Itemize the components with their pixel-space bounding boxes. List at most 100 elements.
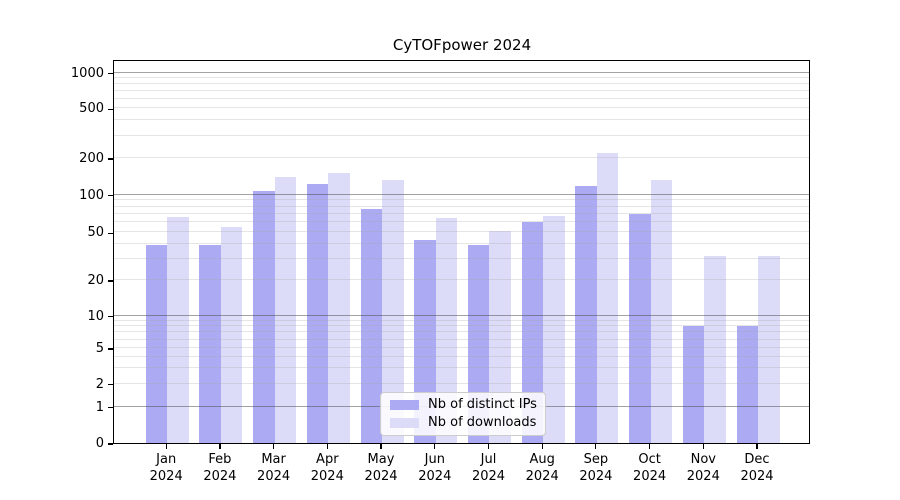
bar-downloads-feb [220,227,243,443]
y-tick-label-0: 0 [95,436,104,451]
x-tick-jan [165,444,167,449]
minor-gridline-300 [114,135,809,136]
bar-ips-apr [306,184,329,443]
bar-downloads-jul [489,231,511,443]
x-tick-label-mar: Mar 2024 [243,451,305,485]
x-tick-jul [487,444,490,449]
x-tick-oct [648,444,651,449]
bar-ips-sep [575,186,597,443]
minor-gridline-3 [114,366,809,368]
minor-gridline-400 [114,119,809,121]
bar-downloads-jan [167,217,189,443]
y-tick-0 [108,443,113,445]
x-label-year-mar: 2024 [257,469,291,484]
legend-item-distinct-ips: Nb of distinct IPs [381,398,545,412]
minor-gridline-800 [114,83,809,84]
minor-gridline-30 [114,257,809,259]
minor-gridline-8 [114,325,809,327]
x-tick-label-oct: Oct 2024 [619,451,681,485]
x-label-year-oct: 2024 [633,469,667,484]
x-label-month-aug: Aug [529,452,555,467]
x-label-year-jul: 2024 [471,469,506,484]
bar-downloads-aug [543,216,565,443]
legend-swatch-distinct-ips [390,400,419,410]
bar-downloads-apr [328,173,350,443]
bar-ips-nov [682,326,705,443]
minor-gridline-80 [114,205,809,207]
y-tick-20 [108,280,113,282]
bar-downloads-jun [435,218,458,443]
plot-area [113,60,810,444]
y-tick-label-500: 500 [79,101,104,117]
x-tick-mar [273,444,275,449]
x-tick-sep [595,444,597,449]
minor-gridline-90 [114,199,809,201]
minor-gridline-70 [114,213,809,214]
x-label-year-jan: 2024 [149,469,183,484]
bar-ips-mar [253,190,275,443]
x-tick-label-aug: Aug 2024 [511,451,573,485]
x-tick-aug [541,444,543,449]
minor-gridline-20 [114,279,809,280]
legend-label-distinct-ips: Nb of distinct IPs [428,397,537,412]
y-tick-label-20: 20 [87,273,104,288]
x-tick-label-sep: Sep 2024 [565,451,627,485]
legend-label-downloads: Nb of downloads [428,415,537,430]
bar-downloads-mar [274,177,297,443]
x-tick-label-jan: Jan 2024 [135,451,197,485]
minor-gridline-600 [114,97,809,99]
x-label-month-dec: Dec [744,452,770,467]
y-tick-label-50: 50 [87,225,104,241]
x-label-year-feb: 2024 [203,469,237,484]
major-gridline-10 [114,314,809,316]
x-tick-label-dec: Dec 2024 [726,451,788,485]
x-tick-dec [756,444,758,449]
bar-ips-dec [736,326,758,443]
major-gridline-100 [114,193,809,195]
bar-downloads-dec [758,255,780,443]
x-label-year-apr: 2024 [310,469,344,484]
y-tick-500 [108,108,113,110]
x-label-year-jun: 2024 [418,469,452,484]
y-tick-5 [108,348,113,350]
x-label-month-jul: Jul [480,452,497,467]
legend-item-downloads: Nb of downloads [381,416,545,430]
x-tick-jun [434,444,436,449]
x-tick-label-jun: Jun 2024 [404,451,466,485]
y-tick-2 [108,383,113,386]
x-tick-nov [702,444,704,449]
x-label-month-feb: Feb [208,452,232,467]
minor-gridline-200 [114,157,809,158]
minor-gridline-900 [114,77,809,78]
y-tick-label-2: 2 [95,376,104,392]
bar-ips-aug [521,222,544,443]
x-tick-label-feb: Feb 2024 [189,451,251,485]
minor-gridline-9 [114,319,809,321]
bar-downloads-oct [650,179,673,443]
bar-ips-jan [145,245,168,443]
y-tick-1000 [108,72,113,75]
x-label-month-nov: Nov [690,452,716,467]
x-label-month-apr: Apr [316,452,339,467]
y-tick-100 [108,194,113,197]
bar-downloads-sep [596,152,619,443]
y-tick-10 [108,316,113,318]
x-tick-feb [219,444,221,449]
x-label-month-may: May [367,452,395,467]
x-label-month-mar: Mar [261,452,286,467]
minor-gridline-4 [114,355,809,357]
y-tick-label-10: 10 [87,308,104,324]
x-tick-apr [326,444,328,449]
x-tick-label-jul: Jul 2024 [458,451,520,485]
x-label-month-jan: Jan [156,452,177,467]
minor-gridline-700 [114,89,809,91]
x-tick-label-nov: Nov 2024 [672,451,734,485]
y-tick-label-200: 200 [79,151,104,166]
x-label-year-may: 2024 [364,469,398,484]
x-tick-label-apr: Apr 2024 [296,451,358,485]
x-tick-label-may: May 2024 [350,451,412,485]
chart-title: CyTOFpower 2024 [392,36,532,54]
x-label-month-oct: Oct [638,452,661,467]
minor-gridline-2 [114,382,809,384]
bar-downloads-may [382,179,404,443]
